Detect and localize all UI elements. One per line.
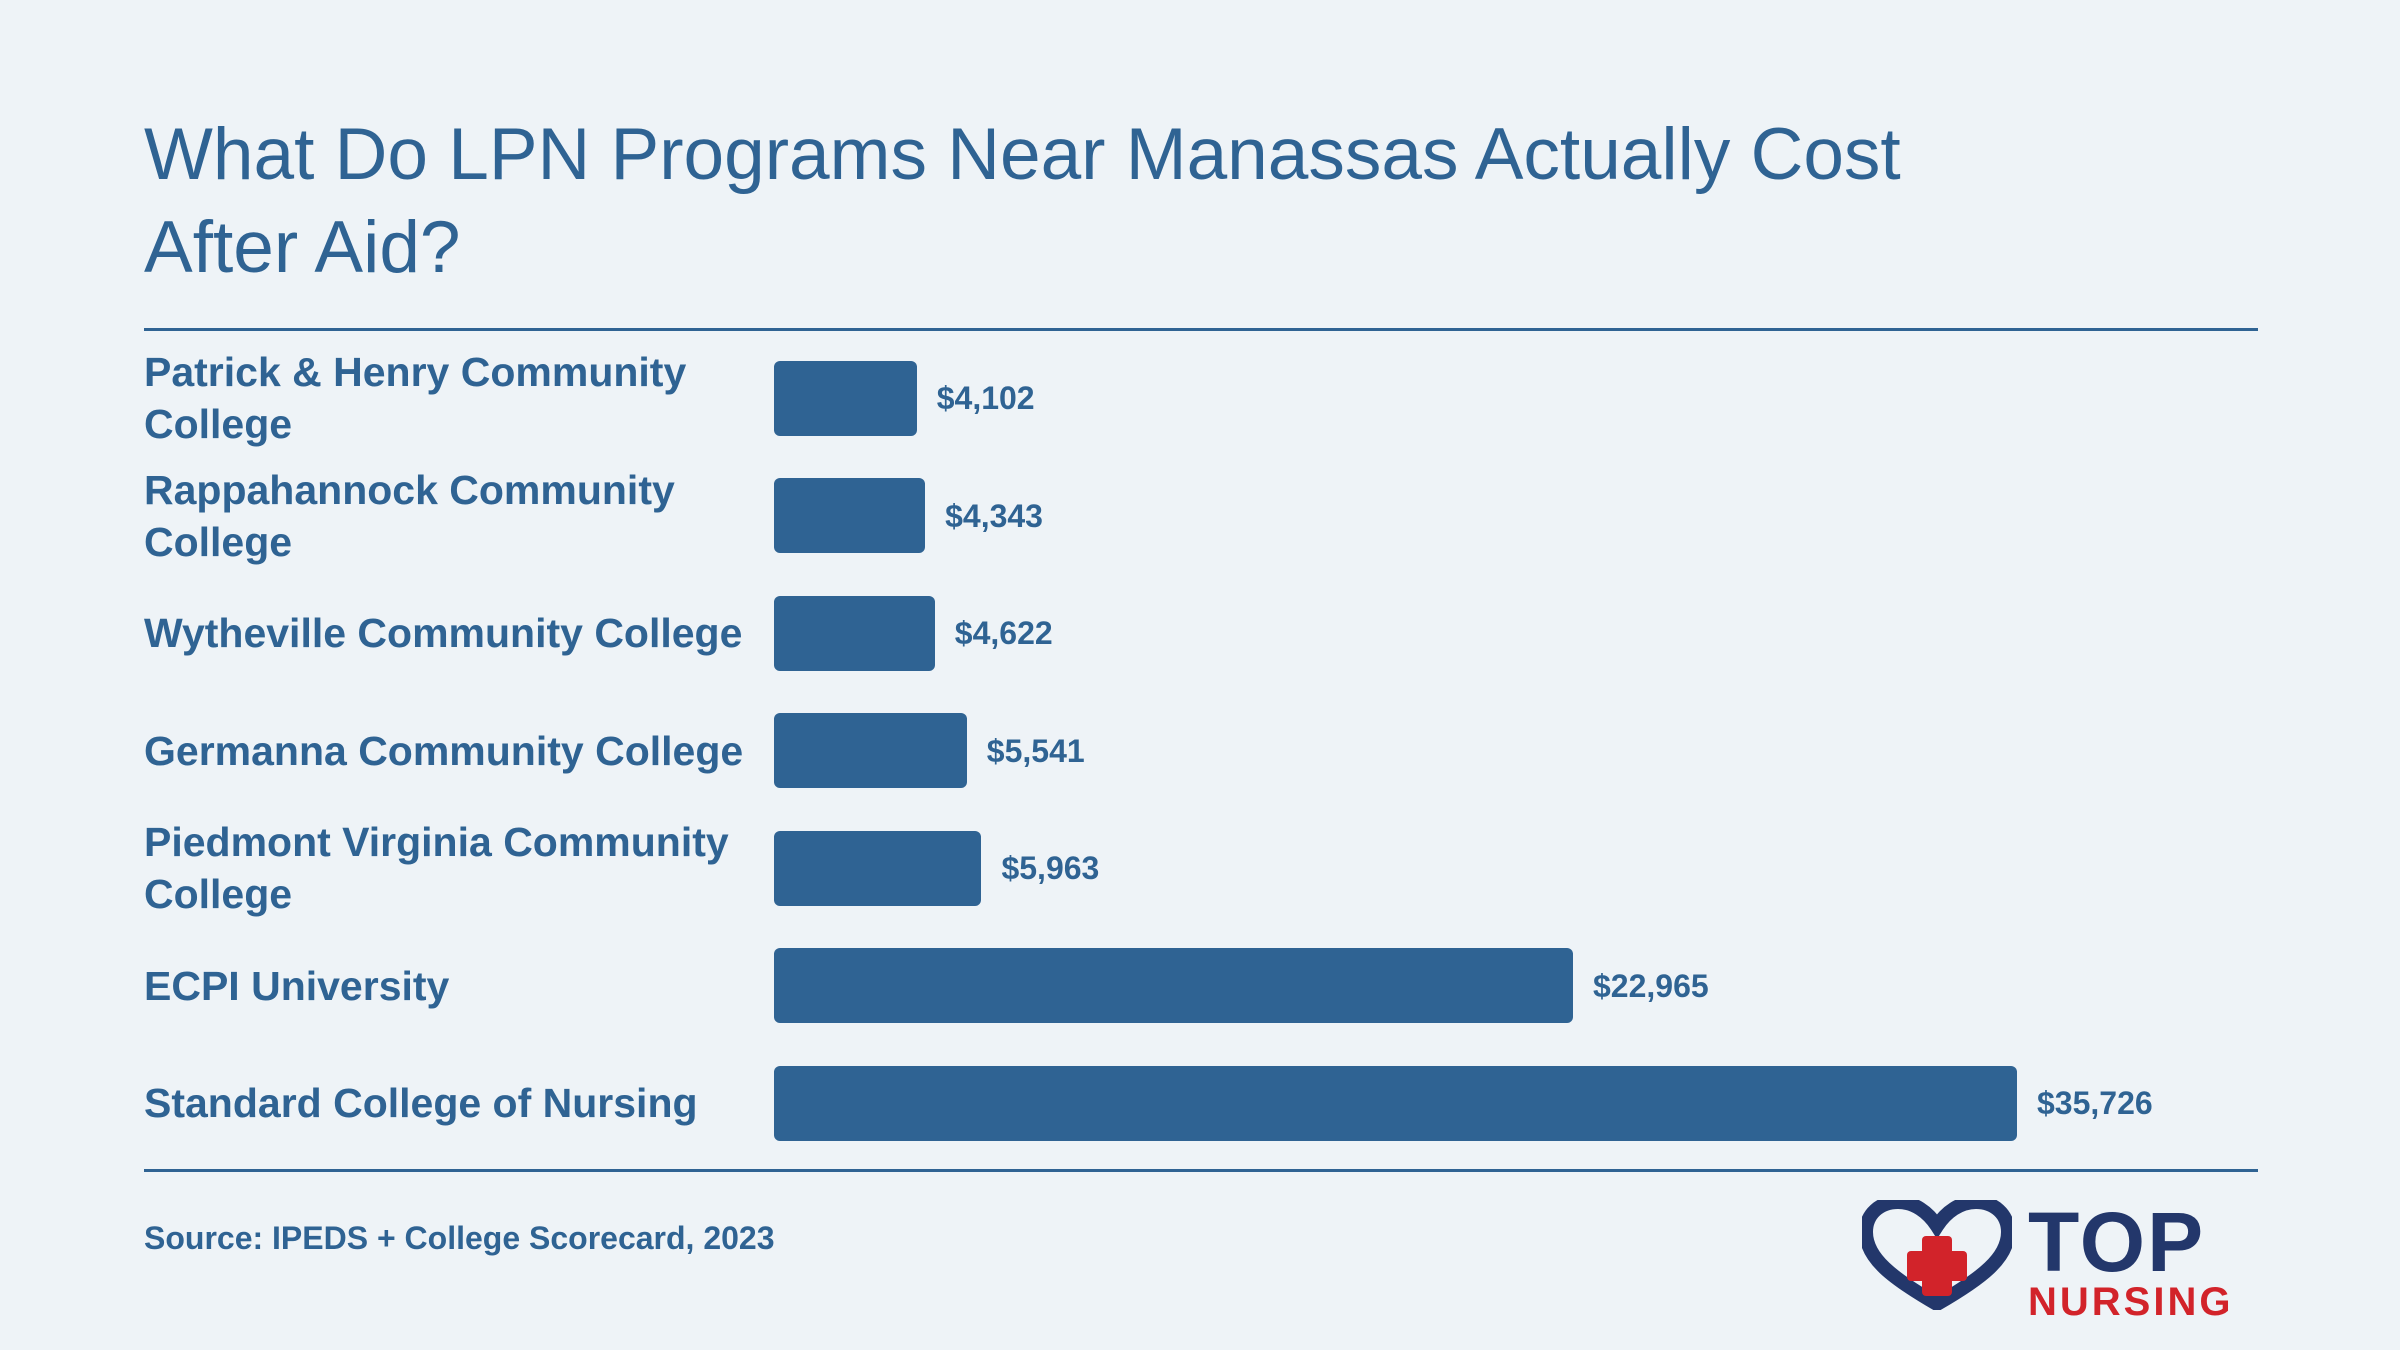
logo-top-text: TOP bbox=[2028, 1195, 2206, 1289]
data-label: $5,541 bbox=[986, 732, 1085, 769]
category-label: Wytheville Community College bbox=[144, 610, 743, 656]
top-divider bbox=[144, 328, 2258, 331]
category-label: Standard College of Nursing bbox=[144, 1080, 698, 1126]
category-label: Patrick & Henry Community College bbox=[144, 349, 687, 447]
chart-title: What Do LPN Programs Near Manassas Actua… bbox=[144, 114, 1901, 288]
bar bbox=[774, 360, 917, 436]
category-label: ECPI University bbox=[144, 962, 450, 1009]
bottom-divider bbox=[144, 1169, 2258, 1172]
category-label: Rappahannock Community College bbox=[144, 466, 675, 565]
data-label: $4,622 bbox=[954, 615, 1053, 651]
bar bbox=[774, 713, 967, 788]
bar bbox=[774, 830, 982, 906]
source-note: Source: IPEDS + College Scorecard, 2023 bbox=[144, 1220, 775, 1256]
bar bbox=[774, 595, 935, 671]
logo-nursing-text: NURSING bbox=[2028, 1280, 2234, 1324]
data-label: $35,726 bbox=[2037, 1085, 2153, 1121]
bar bbox=[774, 478, 926, 553]
data-label: $5,963 bbox=[1001, 850, 1100, 886]
data-label: $22,965 bbox=[1593, 967, 1709, 1004]
data-label: $4,102 bbox=[936, 380, 1035, 416]
bar bbox=[774, 1065, 2017, 1141]
data-label: $4,343 bbox=[945, 497, 1043, 534]
top-nursing-logo: TOP NURSING bbox=[1858, 1194, 2262, 1324]
bar bbox=[774, 948, 1573, 1023]
category-label: Germanna Community College bbox=[144, 727, 744, 774]
heart-plus-icon bbox=[1858, 1194, 2016, 1313]
category-label: Piedmont Virginia Community College bbox=[144, 819, 729, 917]
